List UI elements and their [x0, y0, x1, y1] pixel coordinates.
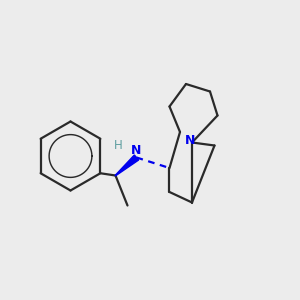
Text: N: N — [185, 134, 196, 148]
Polygon shape — [115, 155, 139, 176]
Text: H: H — [114, 139, 123, 152]
Text: N: N — [131, 143, 142, 157]
